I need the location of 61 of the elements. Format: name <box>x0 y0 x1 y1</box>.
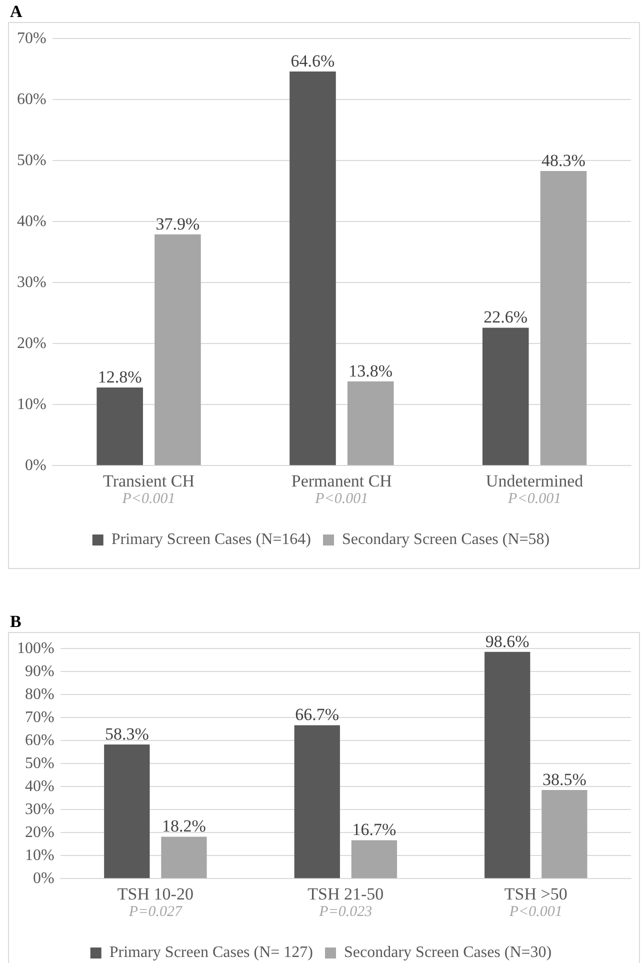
y-tick-label: 40% <box>25 778 54 795</box>
data-label: 12.8% <box>98 367 142 386</box>
bar <box>96 388 143 466</box>
data-label: 58.3% <box>104 724 149 744</box>
text: P<0.001 <box>314 491 368 508</box>
bar <box>542 790 588 878</box>
chart-title: A <box>10 2 24 22</box>
bar <box>294 725 340 878</box>
x-tick-label: TSH 10-20 <box>117 884 194 904</box>
legend-label: Secondary Screen Cases (N=58) <box>342 531 550 548</box>
y-tick-label: 50% <box>25 754 54 772</box>
legend-label: Secondary Screen Cases (N=30) <box>344 944 552 962</box>
x-tick-label: Transient CH <box>103 471 195 490</box>
x-tick-label: TSH 21-50 <box>308 884 384 904</box>
data-label: 37.9% <box>156 214 200 234</box>
chart-title: B <box>10 612 22 632</box>
bar <box>351 840 398 878</box>
y-tick-label: 0% <box>33 870 54 887</box>
data-label: 38.5% <box>542 770 586 790</box>
text: P=0.027 <box>128 904 184 920</box>
y-tick-label: 60% <box>25 732 54 749</box>
data-label: 48.3% <box>542 150 586 170</box>
bar <box>290 72 336 466</box>
bar <box>484 652 530 878</box>
y-tick-label: 20% <box>17 334 46 352</box>
y-tick-label: 10% <box>25 846 54 864</box>
x-tick-label: TSH >50 <box>504 884 568 904</box>
data-label: 18.2% <box>162 816 206 836</box>
x-tick-label: Permanent CH <box>291 471 392 490</box>
y-tick-label: 0% <box>25 456 46 474</box>
data-label: 66.7% <box>295 705 340 724</box>
bar <box>347 381 394 466</box>
bar <box>154 234 201 466</box>
y-tick-label: 30% <box>17 274 46 291</box>
bar <box>482 328 529 466</box>
y-tick-label: 90% <box>25 662 54 680</box>
data-label: 64.6% <box>290 52 335 71</box>
text: P<0.001 <box>121 491 176 508</box>
text: P=0.023 <box>318 904 372 920</box>
y-tick-label: 40% <box>17 212 46 230</box>
legend-label: Primary Screen Cases (N=164) <box>111 531 312 548</box>
y-tick-label: 70% <box>25 708 54 726</box>
bar <box>104 744 150 878</box>
text: P<0.001 <box>507 491 562 508</box>
data-label: 16.7% <box>352 820 396 840</box>
text: P<0.001 <box>508 904 562 920</box>
x-tick-label: Undetermined <box>486 471 584 490</box>
data-label: 22.6% <box>484 308 528 327</box>
data-label: 13.8% <box>348 361 393 380</box>
y-tick-label: 20% <box>25 824 54 841</box>
y-tick-label: 80% <box>25 686 54 703</box>
y-tick-label: 30% <box>25 800 54 818</box>
y-tick-label: 70% <box>17 30 46 47</box>
data-label: 98.6% <box>485 632 530 651</box>
y-tick-label: 50% <box>17 152 46 169</box>
bar <box>540 170 587 466</box>
y-tick-label: 100% <box>17 640 54 657</box>
y-tick-label: 60% <box>17 90 46 108</box>
y-tick-label: 10% <box>17 396 46 413</box>
bar <box>161 836 207 878</box>
legend-label: Primary Screen Cases (N= 127) <box>109 944 314 962</box>
